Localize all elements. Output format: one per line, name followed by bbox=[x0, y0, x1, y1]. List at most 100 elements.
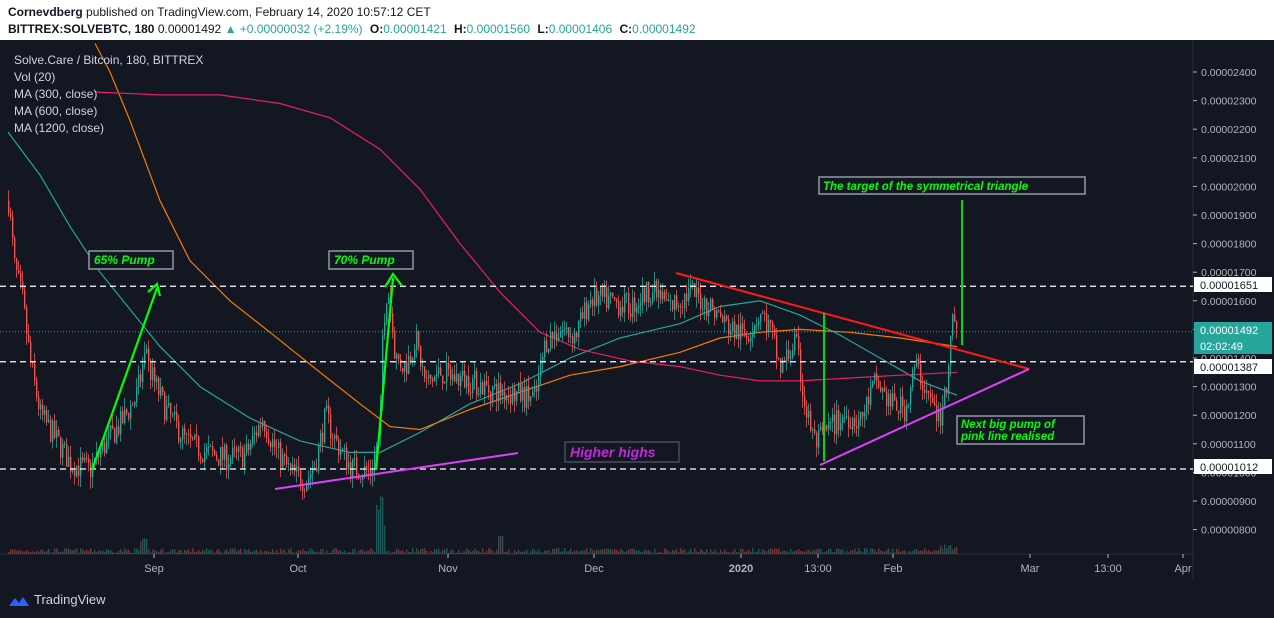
volume-bar bbox=[720, 549, 722, 554]
annotation-target[interactable]: The target of the symmetrical triangle bbox=[823, 181, 1029, 193]
annotation-higher-highs[interactable]: Higher highs bbox=[570, 444, 656, 460]
moving-average-line[interactable] bbox=[94, 43, 958, 431]
volume-bar bbox=[326, 550, 328, 554]
legend-ma300[interactable]: MA (300, close) bbox=[14, 87, 97, 101]
annotations[interactable]: 65% Pump 70% Pump Higher highs The targe… bbox=[88, 176, 1086, 463]
volume-bar bbox=[434, 549, 436, 554]
candle-body bbox=[868, 397, 870, 405]
volume-bar bbox=[144, 538, 146, 554]
candle-body bbox=[522, 386, 524, 401]
volume-bar bbox=[768, 549, 770, 554]
candle-body bbox=[566, 327, 568, 330]
legend-ma1200[interactable]: MA (1200, close) bbox=[14, 121, 104, 135]
volume-bar bbox=[222, 552, 224, 554]
candle-body bbox=[60, 436, 62, 458]
volume-bar bbox=[778, 548, 780, 554]
volume-bar bbox=[766, 551, 768, 554]
annotation-70-pump[interactable]: 70% Pump bbox=[334, 253, 395, 267]
pump-arrow-2[interactable] bbox=[374, 277, 395, 471]
volume-bar bbox=[42, 549, 44, 554]
candle-body bbox=[232, 447, 234, 459]
volume-bar bbox=[422, 548, 424, 554]
volume-bar bbox=[56, 548, 58, 554]
low-label: L: bbox=[537, 22, 549, 36]
chart-header: Cornevdberg published on TradingView.com… bbox=[0, 0, 1274, 40]
candle-body bbox=[146, 348, 148, 354]
volume-bar bbox=[556, 548, 558, 554]
volume-bar bbox=[314, 551, 316, 554]
annotation-box-2 bbox=[328, 250, 414, 270]
chart-area[interactable]: 65% Pump 70% Pump Higher highs The targe… bbox=[0, 40, 1274, 580]
moving-average-line[interactable] bbox=[7, 131, 958, 453]
candle-body bbox=[182, 428, 184, 440]
candle-body bbox=[622, 307, 624, 313]
volume-bar bbox=[876, 552, 878, 554]
author-name[interactable]: Cornevdberg bbox=[8, 5, 83, 19]
volume-bar bbox=[732, 551, 734, 554]
legend-symbol[interactable]: Solve.Care / Bitcoin, 180, BITTREX bbox=[14, 53, 203, 67]
publish-line: Cornevdberg published on TradingView.com… bbox=[8, 5, 431, 19]
volume-bar bbox=[598, 550, 600, 554]
volume-bar bbox=[8, 551, 10, 554]
volume-bar bbox=[816, 549, 818, 554]
candle-body bbox=[670, 300, 672, 301]
volume-bar bbox=[466, 548, 468, 554]
volume-bar bbox=[902, 550, 904, 554]
higher-lows-line[interactable] bbox=[274, 452, 519, 490]
volume-bar bbox=[710, 548, 712, 554]
volume-bar bbox=[708, 552, 710, 554]
candle-body bbox=[638, 305, 640, 308]
candle-body bbox=[530, 396, 532, 401]
volume-bar bbox=[706, 549, 708, 554]
pump-arrow-1[interactable] bbox=[90, 287, 159, 471]
indicator-legend[interactable]: Solve.Care / Bitcoin, 180, BITTREX Vol (… bbox=[14, 53, 203, 135]
annotation-next-pump-1[interactable]: Next big pump of bbox=[961, 419, 1056, 431]
tradingview-logo[interactable]: TradingView bbox=[8, 592, 106, 607]
candle-body bbox=[330, 414, 332, 438]
volume-bar bbox=[808, 549, 810, 554]
triangle-upper-line[interactable] bbox=[675, 272, 1030, 370]
candle-body bbox=[88, 458, 90, 463]
volume-bar bbox=[26, 550, 28, 554]
volume-bar bbox=[420, 549, 422, 554]
candle-body bbox=[664, 291, 666, 299]
volume-bar bbox=[508, 549, 510, 554]
candle-body bbox=[554, 332, 556, 339]
candle-body bbox=[660, 290, 662, 300]
volume-bar bbox=[346, 552, 348, 554]
brand-name: TradingView bbox=[34, 592, 106, 607]
volume-bar bbox=[610, 548, 612, 554]
candle-body bbox=[722, 316, 724, 323]
volume-bar bbox=[690, 548, 692, 554]
legend-vol[interactable]: Vol (20) bbox=[14, 70, 55, 84]
annotation-65-pump[interactable]: 65% Pump bbox=[94, 253, 155, 267]
candle-body bbox=[10, 213, 12, 217]
volume-bar bbox=[48, 548, 50, 554]
volume-bar bbox=[928, 550, 930, 554]
annotation-next-pump-2[interactable]: pink line realised bbox=[960, 431, 1055, 443]
triangle-lower-line[interactable] bbox=[819, 368, 1030, 466]
volume-bar bbox=[318, 552, 320, 554]
candle-body bbox=[216, 455, 218, 460]
volume-bar bbox=[456, 552, 458, 554]
volume-bar bbox=[146, 538, 148, 554]
volume-bar bbox=[652, 552, 654, 554]
published-text: published on TradingView.com, February 1… bbox=[86, 5, 431, 19]
close-label: C: bbox=[619, 22, 633, 36]
legend-ma600[interactable]: MA (600, close) bbox=[14, 104, 97, 118]
drawings[interactable] bbox=[90, 200, 1030, 490]
volume-bar bbox=[406, 549, 408, 554]
candle-body bbox=[572, 336, 574, 344]
volume-bar bbox=[916, 548, 918, 554]
volume-bar bbox=[724, 549, 726, 554]
candle-body bbox=[430, 374, 432, 379]
price-chart[interactable]: 65% Pump 70% Pump Higher highs The targe… bbox=[0, 40, 1274, 580]
volume-bar bbox=[246, 550, 248, 554]
candle-body bbox=[234, 447, 236, 449]
volume-bar bbox=[650, 551, 652, 554]
volume-bar bbox=[330, 552, 332, 554]
volume-bar bbox=[54, 548, 56, 554]
horizontal-levels[interactable] bbox=[0, 285, 1193, 470]
time-axis[interactable]: Sep Oct Nov Dec 2020 13:00 Feb Mar 13:00 Apr bbox=[144, 554, 1192, 575]
volume-bar bbox=[288, 549, 290, 554]
